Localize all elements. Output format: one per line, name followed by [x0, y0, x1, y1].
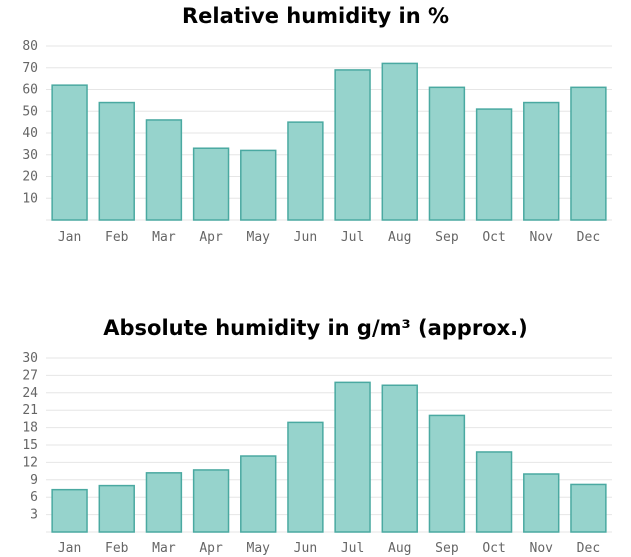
bar-jan	[51, 488, 88, 533]
bar-feb	[98, 484, 135, 533]
y-tick-label: 9	[30, 473, 38, 488]
x-tick-label: Sep	[435, 230, 459, 245]
bar-jan	[51, 84, 88, 221]
y-tick-label: 10	[22, 191, 38, 206]
bar-mar	[145, 119, 183, 221]
bar-sep	[428, 86, 466, 221]
x-tick-label: Jul	[341, 230, 364, 245]
y-tick-label: 18	[22, 421, 38, 436]
y-tick-label: 6	[30, 490, 38, 505]
bar-aug	[381, 62, 418, 221]
y-tick-label: 24	[22, 386, 38, 401]
bar-apr	[192, 469, 230, 533]
x-tick-label: Jun	[294, 230, 317, 245]
bar-dec	[570, 483, 607, 533]
x-tick-label: Nov	[530, 230, 554, 245]
y-tick-label: 80	[22, 39, 38, 54]
x-tick-label: Jul	[341, 541, 364, 556]
y-tick-label: 70	[22, 61, 38, 76]
x-tick-label: Sep	[435, 541, 459, 556]
chart-title: Absolute humidity in g/m³ (approx.)	[103, 316, 528, 340]
y-tick-label: 60	[22, 83, 38, 98]
bar-mar	[145, 472, 183, 533]
x-tick-label: Dec	[577, 230, 600, 245]
y-tick-label: 50	[22, 104, 38, 119]
bar-aug	[381, 384, 418, 533]
x-tick-label: Jan	[58, 541, 81, 556]
y-tick-label: 21	[22, 403, 38, 418]
y-tick-label: 3	[30, 508, 38, 523]
y-tick-label: 40	[22, 126, 38, 141]
bar-nov	[523, 473, 560, 533]
bar-jul	[334, 381, 371, 533]
x-tick-label: Apr	[199, 541, 223, 556]
bar-feb	[98, 101, 135, 221]
x-tick-label: May	[247, 230, 271, 245]
x-tick-label: Oct	[482, 230, 505, 245]
y-tick-label: 30	[22, 351, 38, 366]
bar-apr	[192, 147, 230, 221]
x-tick-label: May	[247, 541, 271, 556]
x-tick-label: Aug	[388, 230, 411, 245]
y-tick-label: 27	[22, 368, 38, 383]
chart-title: Relative humidity in %	[181, 4, 449, 28]
bar-jun	[287, 121, 324, 221]
x-tick-label: Nov	[530, 541, 554, 556]
x-tick-label: Jan	[58, 230, 81, 245]
y-tick-label: 12	[22, 455, 38, 470]
x-tick-label: Aug	[388, 541, 411, 556]
bar-oct	[475, 108, 513, 221]
x-tick-label: Dec	[577, 541, 600, 556]
bar-may	[240, 455, 277, 533]
x-tick-label: Apr	[199, 230, 223, 245]
bar-jul	[334, 69, 371, 221]
x-tick-label: Feb	[105, 230, 129, 245]
y-tick-label: 15	[22, 438, 38, 453]
bar-sep	[428, 414, 466, 533]
bar-oct	[475, 451, 513, 533]
bar-nov	[523, 101, 560, 221]
y-tick-label: 30	[22, 148, 38, 163]
bar-dec	[570, 86, 607, 221]
bar-jun	[287, 421, 324, 533]
x-tick-label: Mar	[152, 230, 176, 245]
x-tick-label: Mar	[152, 541, 176, 556]
x-tick-label: Jun	[294, 541, 317, 556]
x-tick-label: Feb	[105, 541, 129, 556]
bar-may	[240, 149, 277, 221]
x-tick-label: Oct	[482, 541, 505, 556]
y-tick-label: 20	[22, 170, 38, 185]
